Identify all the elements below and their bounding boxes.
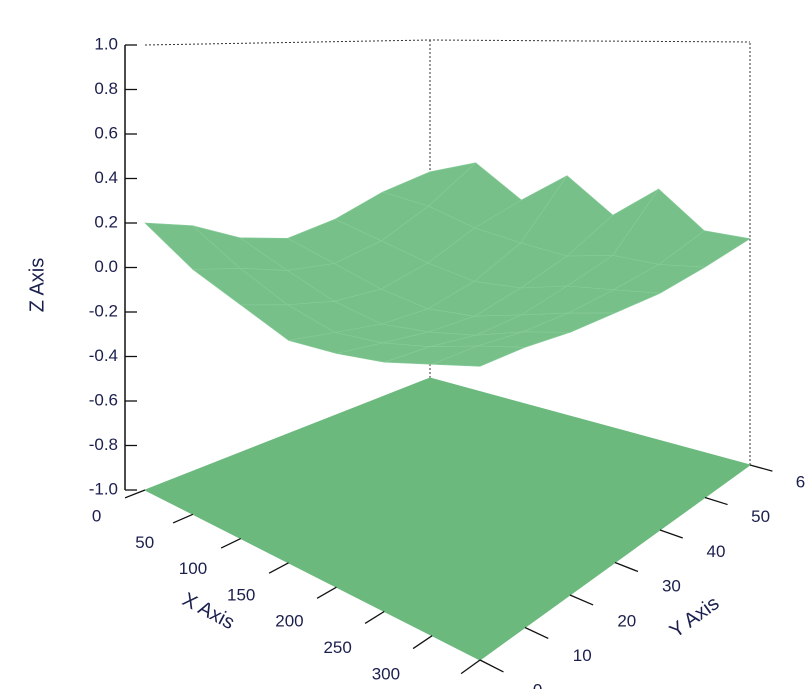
- surface-patch: [431, 345, 526, 367]
- y-tick: [704, 496, 728, 506]
- x-tick: [364, 610, 385, 624]
- y-tick: [614, 561, 639, 573]
- x-tick: [124, 489, 146, 499]
- x-tick-label: 50: [135, 533, 154, 552]
- z-tick-label: 0.8: [94, 79, 118, 98]
- z-axis-title: Z Axis: [26, 258, 48, 312]
- z-tick-label: -0.2: [89, 301, 118, 320]
- x-tick-label: 0: [92, 507, 101, 526]
- x-tick-label: 200: [275, 612, 303, 631]
- z-tick-label: -0.6: [89, 390, 118, 409]
- y-tick: [479, 659, 504, 673]
- z-tick-label: 1.0: [94, 34, 118, 53]
- y-tick: [569, 594, 594, 606]
- y-axis-title: Y Axis: [666, 592, 724, 642]
- z-tick-label: -0.8: [89, 435, 118, 454]
- z-tick-label: 0.4: [94, 168, 118, 187]
- y-tick-label: 0: [533, 681, 542, 689]
- y-tick-label: 60: [796, 472, 805, 491]
- y-tick-label: 30: [662, 577, 681, 596]
- x-tick-label: 300: [372, 664, 400, 683]
- z-tick-label: -1.0: [89, 479, 118, 498]
- y-tick: [749, 464, 773, 472]
- y-tick-label: 20: [617, 611, 636, 630]
- y-tick-label: 40: [707, 542, 726, 561]
- z-tick-label: 0.2: [94, 212, 118, 231]
- y-tick-label: 50: [751, 507, 770, 526]
- x-tick: [460, 659, 481, 675]
- y-tick: [659, 529, 683, 539]
- z-tick-label: -0.4: [89, 346, 118, 365]
- x-tick: [412, 635, 433, 650]
- x-tick: [220, 537, 241, 549]
- x-tick: [268, 562, 289, 574]
- z-tick-label: 0.0: [94, 257, 118, 276]
- box-edge: [144, 39, 751, 46]
- y-tick-label: 10: [573, 646, 592, 665]
- x-tick: [172, 513, 194, 524]
- x-tick-label: 100: [179, 559, 207, 578]
- x-tick: [316, 586, 337, 599]
- x-tick-label: 250: [323, 638, 351, 657]
- z-tick-label: 0.6: [94, 123, 118, 142]
- y-tick: [524, 626, 549, 640]
- x-tick-label: 150: [227, 585, 255, 604]
